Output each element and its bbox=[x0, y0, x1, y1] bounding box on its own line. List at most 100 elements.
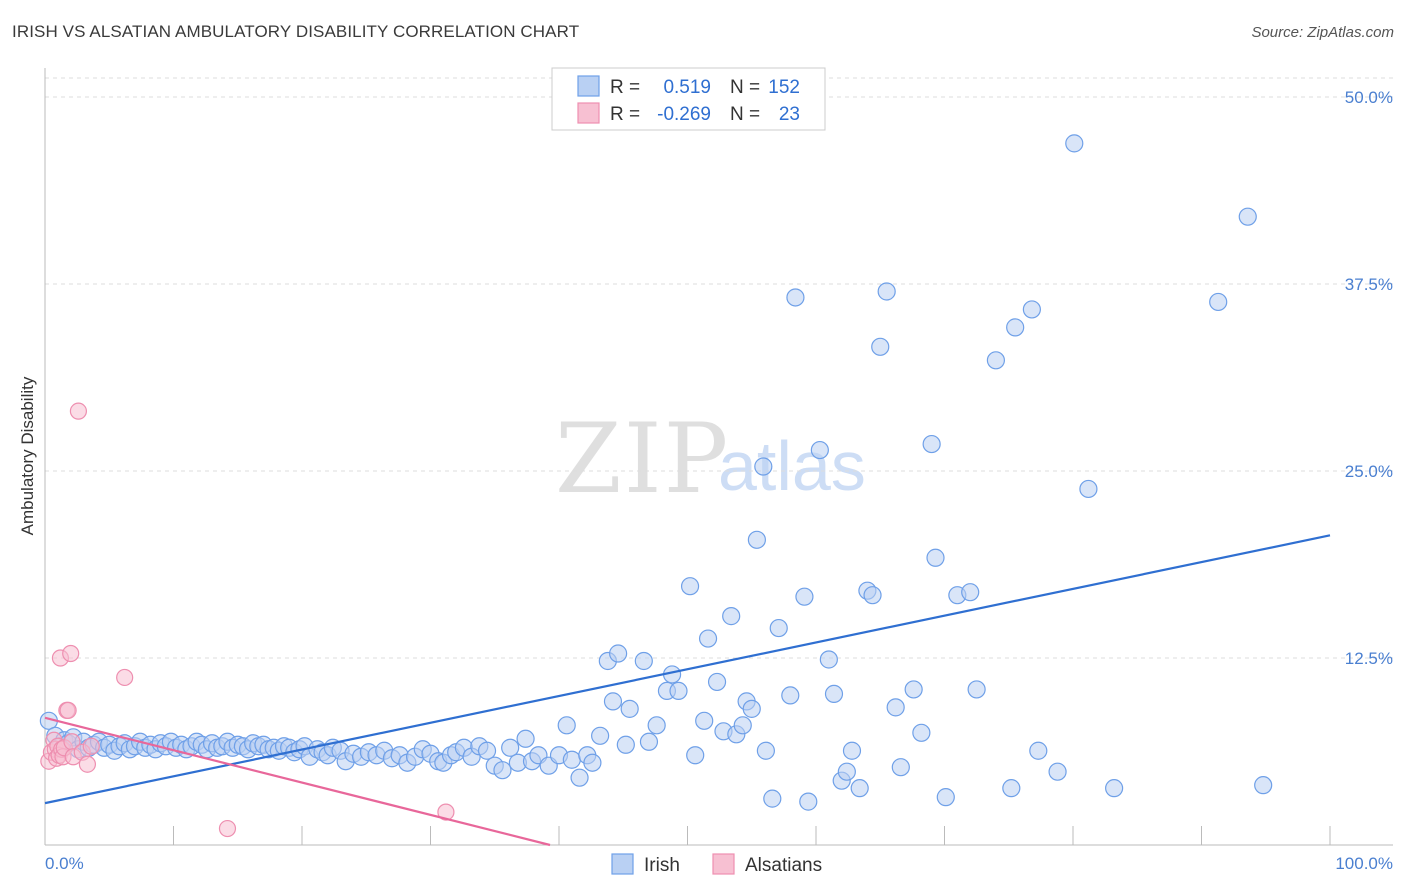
irish-point bbox=[1002, 779, 1021, 798]
irish-point bbox=[1079, 479, 1098, 499]
irish-point bbox=[799, 792, 818, 811]
irish-point bbox=[756, 741, 775, 760]
irish-point bbox=[562, 750, 581, 769]
y-axis-title: Ambulatory Disability bbox=[18, 376, 37, 535]
irish-point bbox=[639, 732, 659, 751]
source-credit: Source: ZipAtlas.com bbox=[1251, 24, 1394, 41]
irish-point bbox=[877, 282, 896, 301]
irish-point bbox=[669, 681, 688, 701]
irish-point bbox=[819, 650, 838, 669]
irish-point bbox=[686, 746, 705, 765]
y-tick-label: 37.5% bbox=[1345, 275, 1393, 294]
irish-point bbox=[1238, 207, 1257, 226]
series-irish bbox=[39, 134, 1273, 811]
alsatian-point bbox=[437, 803, 455, 821]
watermark: ZIP atlas bbox=[555, 403, 866, 515]
stats-r-label-alsatians: R = bbox=[610, 104, 640, 125]
x-tick-label-1: 100.0% bbox=[1335, 854, 1393, 873]
stats-n-label-alsatians: N = bbox=[730, 104, 760, 125]
stats-r-value-irish: 0.519 bbox=[663, 77, 711, 98]
irish-point bbox=[781, 686, 800, 705]
irish-point bbox=[620, 699, 639, 718]
legend-swatch-irish bbox=[611, 853, 634, 875]
irish-point bbox=[1254, 776, 1273, 795]
legend-swatch-alsatians bbox=[712, 853, 735, 875]
irish-point bbox=[616, 735, 635, 754]
irish-point bbox=[926, 548, 945, 567]
irish-point bbox=[591, 726, 610, 745]
alsatian-point bbox=[62, 644, 80, 663]
y-tick-label: 50.0% bbox=[1345, 88, 1393, 107]
watermark-zip: ZIP bbox=[555, 403, 730, 515]
irish-point bbox=[871, 337, 890, 356]
irish-point bbox=[1022, 300, 1041, 319]
legend-label-alsatians: Alsatians bbox=[745, 855, 822, 876]
irish-point bbox=[863, 586, 882, 605]
irish-point bbox=[647, 716, 666, 735]
irish-point bbox=[570, 768, 589, 787]
irish-point bbox=[747, 530, 766, 549]
irish-point bbox=[1048, 762, 1067, 781]
irish-point bbox=[786, 288, 805, 307]
y-tick-label: 12.5% bbox=[1345, 649, 1393, 668]
irish-point bbox=[904, 680, 923, 699]
watermark-atlas: atlas bbox=[718, 427, 866, 505]
irish-point bbox=[912, 723, 931, 742]
stats-swatch-alsatians bbox=[577, 102, 600, 124]
grid-lines bbox=[45, 77, 1393, 659]
irish-point bbox=[742, 699, 761, 718]
irish-point bbox=[837, 762, 856, 781]
irish-point bbox=[609, 644, 628, 663]
irish-point bbox=[922, 434, 941, 454]
alsatian-point bbox=[218, 819, 237, 838]
alsatian-point bbox=[69, 402, 88, 420]
irish-point bbox=[603, 692, 623, 711]
legend-label-irish: Irish bbox=[644, 855, 680, 876]
irish-point bbox=[850, 779, 869, 798]
irish-point bbox=[763, 789, 782, 808]
alsatian-point bbox=[82, 737, 100, 755]
irish-point bbox=[795, 587, 814, 606]
irish-point bbox=[698, 629, 718, 648]
irish-point bbox=[680, 577, 700, 596]
irish-point bbox=[986, 351, 1006, 370]
stats-n-value-alsatians: 23 bbox=[779, 104, 800, 125]
alsatian-point bbox=[78, 755, 97, 773]
irish-point bbox=[1065, 134, 1084, 153]
irish-point bbox=[634, 651, 653, 671]
stats-r-label-irish: R = bbox=[610, 77, 640, 98]
irish-point bbox=[1105, 779, 1124, 798]
y-tick-labels: 12.5% 25.0% 37.5% 50.0% bbox=[1345, 88, 1393, 668]
irish-point bbox=[695, 711, 714, 730]
bottom-legend: Irish Alsatians bbox=[611, 853, 822, 876]
irish-point bbox=[501, 738, 520, 757]
irish-point bbox=[583, 753, 602, 772]
irish-point bbox=[1029, 741, 1048, 760]
irish-point bbox=[886, 698, 905, 717]
irish-point bbox=[961, 583, 980, 602]
alsatian-trend-line bbox=[44, 716, 551, 847]
alsatian-point bbox=[116, 668, 134, 687]
irish-point bbox=[1006, 318, 1025, 337]
series-alsatians bbox=[40, 402, 455, 838]
trend-lines bbox=[44, 534, 1331, 847]
irish-trend-line bbox=[44, 534, 1331, 805]
irish-point bbox=[707, 672, 727, 692]
irish-point bbox=[842, 741, 862, 760]
x-tick-label-0: 0.0% bbox=[45, 854, 84, 873]
irish-point bbox=[769, 618, 788, 638]
irish-point bbox=[493, 761, 512, 780]
irish-point bbox=[810, 440, 829, 460]
irish-point bbox=[891, 758, 910, 777]
irish-point bbox=[557, 716, 576, 735]
stats-swatch-irish bbox=[577, 75, 600, 97]
irish-point bbox=[967, 680, 986, 699]
irish-point bbox=[477, 741, 497, 760]
stats-r-value-alsatians: -0.269 bbox=[657, 104, 711, 125]
chart-title: IRISH VS ALSATIAN AMBULATORY DISABILITY … bbox=[12, 22, 580, 41]
stats-n-value-irish: 152 bbox=[768, 77, 800, 98]
irish-point bbox=[936, 788, 955, 807]
irish-point bbox=[722, 607, 741, 626]
stats-n-label-irish: N = bbox=[730, 77, 760, 98]
